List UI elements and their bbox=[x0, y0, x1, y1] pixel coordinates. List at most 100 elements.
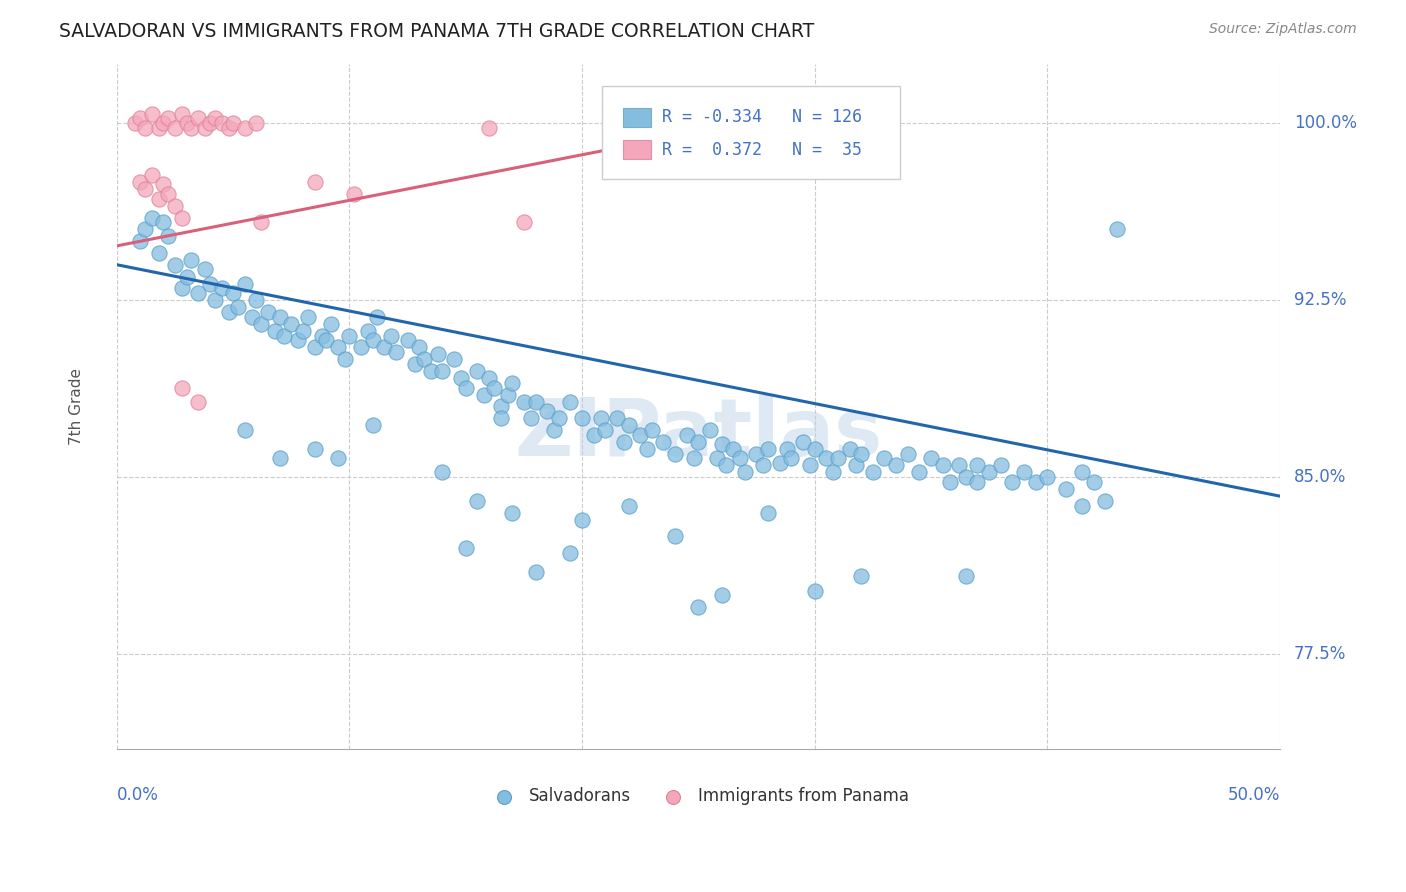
Point bbox=[134, 120, 156, 135]
Point bbox=[198, 277, 221, 291]
Point bbox=[1054, 482, 1077, 496]
Point bbox=[187, 112, 209, 126]
Point bbox=[194, 120, 217, 135]
Point bbox=[595, 423, 617, 437]
Point bbox=[482, 380, 505, 394]
Point bbox=[617, 499, 640, 513]
Point bbox=[1025, 475, 1047, 489]
Point bbox=[304, 442, 326, 456]
Point bbox=[756, 442, 779, 456]
Point bbox=[304, 340, 326, 354]
Point bbox=[571, 411, 593, 425]
Point bbox=[326, 340, 349, 354]
Point bbox=[1071, 499, 1094, 513]
Point bbox=[297, 310, 319, 324]
Point bbox=[432, 364, 454, 378]
Point bbox=[273, 328, 295, 343]
Point bbox=[955, 569, 977, 583]
Point bbox=[373, 340, 395, 354]
Point bbox=[443, 352, 465, 367]
Point bbox=[304, 175, 326, 189]
Point bbox=[218, 305, 240, 319]
Point bbox=[218, 120, 240, 135]
Text: Source: ZipAtlas.com: Source: ZipAtlas.com bbox=[1209, 22, 1357, 37]
Point bbox=[226, 300, 249, 314]
Point bbox=[264, 324, 287, 338]
Point bbox=[467, 493, 489, 508]
Point bbox=[769, 456, 792, 470]
Point bbox=[222, 286, 245, 301]
Text: R =  0.372   N =  35: R = 0.372 N = 35 bbox=[662, 141, 862, 159]
Point bbox=[385, 345, 408, 359]
Point bbox=[152, 116, 174, 130]
Point bbox=[721, 442, 744, 456]
Point bbox=[641, 423, 664, 437]
Text: 50.0%: 50.0% bbox=[1227, 787, 1279, 805]
Point bbox=[815, 451, 838, 466]
Legend: Salvadorans, Immigrants from Panama: Salvadorans, Immigrants from Panama bbox=[488, 788, 910, 805]
Point bbox=[124, 116, 146, 130]
Point bbox=[792, 434, 814, 449]
Point bbox=[163, 120, 186, 135]
Point bbox=[966, 475, 988, 489]
Point bbox=[990, 458, 1012, 473]
Point bbox=[664, 447, 686, 461]
Point bbox=[716, 458, 738, 473]
Point bbox=[176, 269, 198, 284]
Point bbox=[287, 333, 309, 347]
Point bbox=[366, 310, 388, 324]
Point bbox=[734, 466, 756, 480]
Point bbox=[756, 506, 779, 520]
Point bbox=[134, 182, 156, 196]
Point bbox=[450, 371, 472, 385]
Point bbox=[129, 234, 152, 248]
Point bbox=[211, 116, 233, 130]
Point bbox=[524, 394, 547, 409]
Point bbox=[560, 394, 582, 409]
Point bbox=[845, 458, 868, 473]
Point bbox=[198, 116, 221, 130]
Point bbox=[920, 451, 942, 466]
Point bbox=[710, 588, 733, 602]
Point bbox=[1083, 475, 1105, 489]
Point bbox=[211, 281, 233, 295]
Point bbox=[396, 333, 419, 347]
Point bbox=[849, 569, 872, 583]
Point bbox=[513, 215, 536, 229]
Point bbox=[357, 324, 380, 338]
Bar bbox=[623, 108, 651, 127]
Point bbox=[780, 451, 803, 466]
Point bbox=[157, 186, 180, 201]
Point bbox=[129, 112, 152, 126]
Point bbox=[311, 328, 333, 343]
Point bbox=[157, 112, 180, 126]
Point bbox=[148, 246, 170, 260]
Point bbox=[170, 106, 193, 120]
Point bbox=[163, 199, 186, 213]
Point bbox=[838, 442, 860, 456]
Point bbox=[245, 116, 267, 130]
Point bbox=[333, 352, 356, 367]
Point bbox=[628, 427, 651, 442]
Point bbox=[419, 364, 441, 378]
Point bbox=[520, 411, 543, 425]
Point bbox=[823, 466, 845, 480]
Bar bbox=[623, 140, 651, 160]
Point bbox=[756, 120, 779, 135]
Point bbox=[897, 447, 920, 461]
Point bbox=[613, 434, 636, 449]
Point bbox=[776, 442, 799, 456]
Point bbox=[938, 475, 960, 489]
Point bbox=[319, 317, 342, 331]
Point bbox=[478, 120, 501, 135]
Point bbox=[688, 600, 710, 615]
Point bbox=[803, 442, 825, 456]
Point bbox=[675, 427, 697, 442]
Point bbox=[948, 458, 970, 473]
Point bbox=[291, 324, 314, 338]
Point bbox=[180, 252, 202, 267]
Point bbox=[589, 411, 612, 425]
Point bbox=[315, 333, 337, 347]
Point bbox=[240, 310, 263, 324]
Point bbox=[361, 333, 384, 347]
